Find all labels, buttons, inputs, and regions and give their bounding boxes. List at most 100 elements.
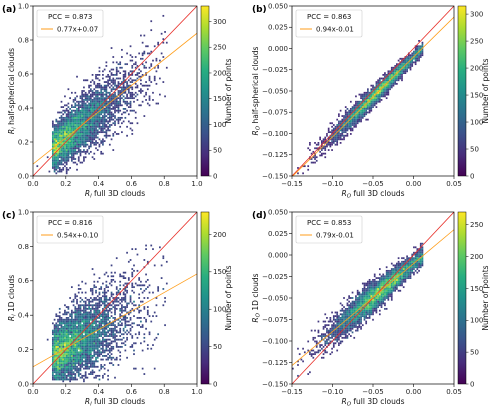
density-cell bbox=[146, 297, 149, 299]
density-cell bbox=[70, 360, 73, 363]
density-cell bbox=[91, 118, 94, 121]
density-cell bbox=[390, 72, 393, 74]
density-cell bbox=[98, 345, 101, 348]
density-cell bbox=[64, 159, 66, 162]
density-cell bbox=[122, 284, 125, 287]
density-cell bbox=[105, 111, 108, 114]
density-cell bbox=[384, 95, 386, 98]
density-cell bbox=[67, 140, 70, 142]
density-cell bbox=[370, 289, 373, 292]
density-cell bbox=[107, 113, 109, 116]
density-cell bbox=[117, 304, 120, 307]
density-cell bbox=[126, 286, 128, 289]
density-cell bbox=[110, 293, 113, 296]
density-cell bbox=[317, 143, 320, 146]
density-cell bbox=[300, 358, 303, 361]
density-cell bbox=[360, 97, 362, 100]
density-cell bbox=[86, 376, 89, 379]
density-cell bbox=[148, 333, 151, 336]
density-cell bbox=[67, 106, 70, 108]
density-cell bbox=[124, 63, 127, 66]
density-cell bbox=[93, 273, 96, 276]
density-cell bbox=[365, 282, 368, 285]
density-cell bbox=[387, 86, 390, 89]
density-cell bbox=[349, 318, 352, 321]
density-cell bbox=[382, 297, 385, 299]
density-cell bbox=[124, 331, 127, 334]
density-cell bbox=[67, 358, 70, 361]
density-cell bbox=[389, 275, 391, 278]
density-cell bbox=[91, 324, 94, 327]
density-cell bbox=[70, 338, 73, 341]
density-cell bbox=[105, 338, 108, 341]
density-cell bbox=[102, 327, 104, 330]
density-cell bbox=[373, 280, 376, 283]
density-cell bbox=[96, 355, 99, 357]
density-cell bbox=[76, 318, 78, 321]
density-cell bbox=[91, 142, 94, 144]
density-cell bbox=[363, 286, 366, 289]
density-cell bbox=[84, 79, 87, 82]
density-cell bbox=[69, 329, 71, 332]
density-cell bbox=[67, 131, 70, 134]
density-cell bbox=[389, 75, 391, 78]
density-cell bbox=[367, 298, 369, 301]
y-tick-label: 1.0 bbox=[18, 208, 29, 216]
density-cell bbox=[79, 309, 82, 312]
density-cell bbox=[89, 289, 92, 292]
legend-pcc: PCC = 0.863 bbox=[307, 13, 351, 21]
density-cell bbox=[378, 86, 381, 89]
density-cell bbox=[119, 61, 122, 64]
density-cell bbox=[343, 324, 345, 327]
density-cell bbox=[69, 336, 71, 339]
density-cell bbox=[138, 278, 141, 281]
density-cell bbox=[392, 84, 395, 87]
density-cell bbox=[108, 106, 111, 108]
density-cell bbox=[105, 320, 108, 323]
density-cell bbox=[326, 342, 328, 345]
density-cell bbox=[76, 95, 78, 98]
density-cell bbox=[55, 349, 58, 352]
density-cell bbox=[69, 138, 71, 141]
density-cell bbox=[65, 120, 68, 123]
density-cell bbox=[70, 147, 73, 150]
density-cell bbox=[88, 138, 90, 141]
density-cell bbox=[72, 145, 75, 148]
density-cell bbox=[69, 143, 71, 146]
density-cell bbox=[392, 74, 395, 76]
density-cell bbox=[53, 329, 56, 332]
density-cell bbox=[387, 77, 390, 80]
density-cell bbox=[343, 309, 345, 312]
density-cell bbox=[407, 61, 410, 64]
density-cell bbox=[297, 347, 299, 350]
density-cell bbox=[95, 86, 97, 89]
density-cell bbox=[79, 340, 82, 343]
density-cell bbox=[382, 91, 385, 94]
density-cell bbox=[70, 355, 73, 357]
density-cell bbox=[76, 347, 78, 350]
density-cell bbox=[55, 315, 58, 318]
density-cell bbox=[377, 93, 379, 96]
density-cell bbox=[329, 317, 332, 319]
density-cell bbox=[93, 113, 96, 116]
density-cell bbox=[375, 100, 378, 103]
density-cell bbox=[115, 97, 118, 100]
density-cell bbox=[102, 300, 104, 303]
density-cell bbox=[397, 72, 400, 74]
density-cell bbox=[373, 95, 376, 98]
density-cell bbox=[84, 297, 87, 299]
density-cell bbox=[414, 266, 417, 269]
density-cell bbox=[91, 90, 94, 92]
density-cell bbox=[72, 349, 75, 352]
density-cell bbox=[62, 122, 65, 125]
density-cell bbox=[105, 313, 108, 316]
density-cell bbox=[360, 111, 362, 114]
density-cell bbox=[414, 262, 417, 265]
density-cell bbox=[370, 297, 373, 299]
density-cell bbox=[368, 106, 371, 108]
density-cell bbox=[102, 358, 104, 361]
density-cell bbox=[79, 136, 82, 139]
density-cell bbox=[380, 84, 383, 87]
density-cell bbox=[382, 277, 385, 279]
density-cell bbox=[102, 138, 104, 141]
